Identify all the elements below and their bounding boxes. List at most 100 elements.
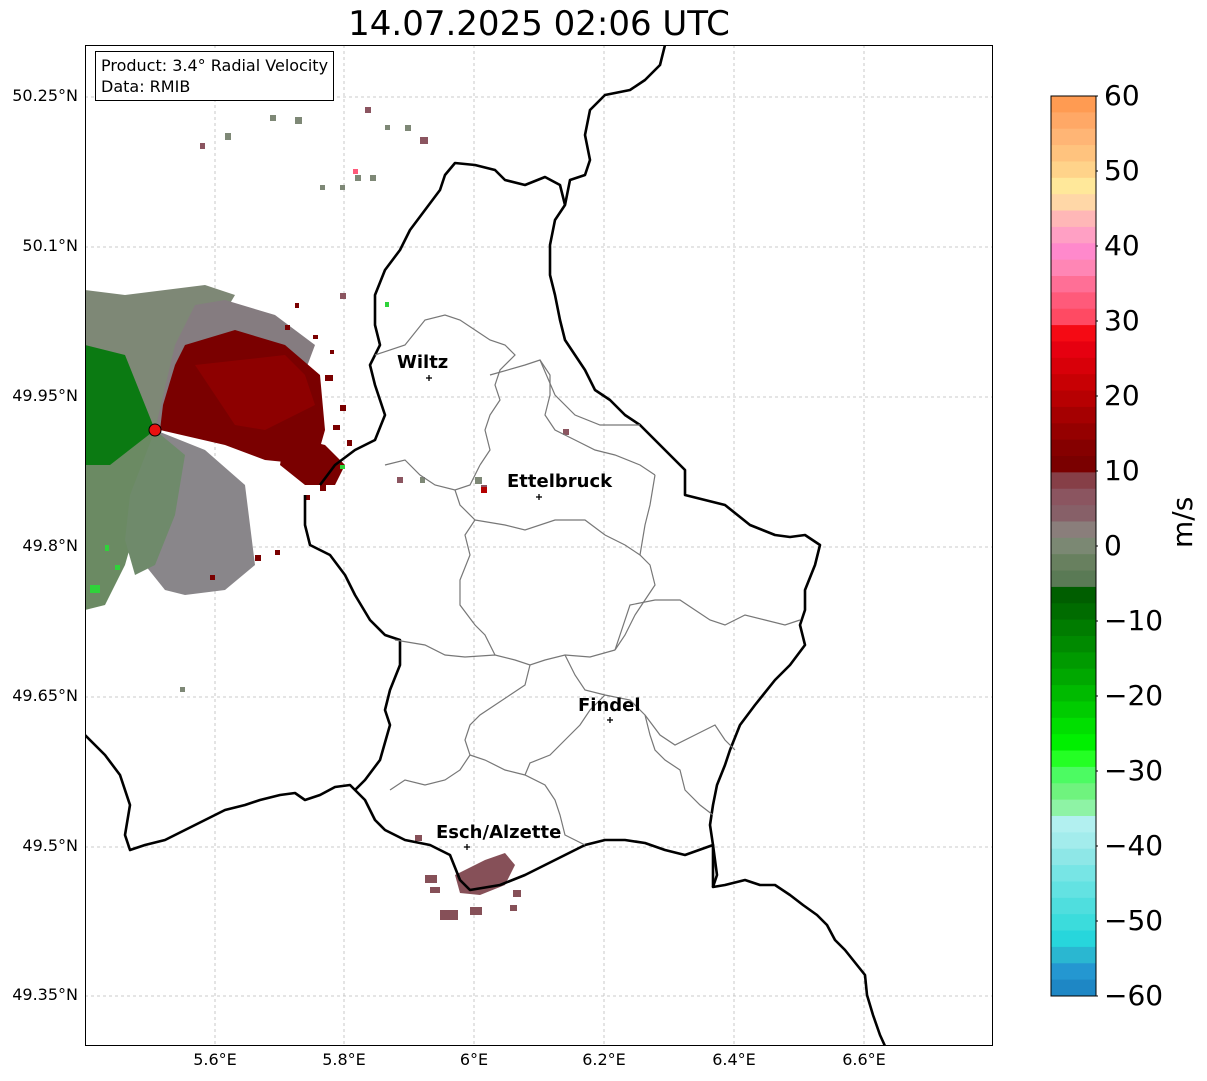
city-label-esch-alzette: Esch/Alzette [436,822,561,843]
map-canvas: Wiltz Ettelbruck Findel Esch/Alzette [85,45,993,1046]
colorbar-swatch [1051,406,1096,424]
colorbar-swatch [1051,914,1096,932]
colorbar-swatch [1051,799,1096,817]
lat-tick: 50.1°N [22,236,78,255]
colorbar-swatch [1051,276,1096,293]
colorbar-tick: −30 [1104,754,1164,787]
colorbar-swatch [1051,946,1096,964]
colorbar-tick: 20 [1104,379,1140,412]
colorbar-swatch [1051,308,1096,326]
colorbar-swatch [1051,963,1096,981]
colorbar-swatch [1051,341,1096,359]
colorbar-swatch [1051,881,1096,899]
colorbar-swatch [1051,897,1096,915]
colorbar-swatch [1051,766,1096,784]
colorbar-swatch [1051,112,1096,130]
colorbar-tick: −50 [1104,904,1164,937]
colorbar-swatch [1051,96,1096,113]
colorbar-swatch [1051,619,1096,637]
colorbar-swatch [1051,848,1096,866]
colorbar-tick: −20 [1104,679,1164,712]
colorbar-unit-label: m/s [1166,496,1199,548]
lat-tick: 49.35°N [12,985,78,1004]
colorbar-swatch [1051,554,1096,572]
colorbar-swatch [1051,521,1096,539]
colorbar-tick: 0 [1104,529,1122,562]
colorbar-swatch [1051,832,1096,850]
colorbar-swatch [1051,865,1096,882]
canton-borders [374,314,801,846]
lat-tick: 49.95°N [12,386,78,405]
colorbar-swatch [1051,325,1096,342]
colorbar-swatch [1051,816,1096,833]
colorbar-swatch [1051,652,1096,670]
lon-tick: 5.6°E [193,1050,237,1069]
colorbar-swatch [1051,390,1096,408]
colorbar-tick: 50 [1104,154,1140,187]
colorbar-tick: 30 [1104,304,1140,337]
colorbar-swatch [1051,292,1096,310]
colorbar-swatch [1051,979,1096,997]
colorbar-swatch [1051,603,1096,621]
map-border [85,45,993,1046]
colorbar-swatch [1051,243,1096,261]
colorbar-swatch [1051,374,1096,392]
data-source-text: Data: RMIB [101,77,191,96]
colorbar-swatch [1051,210,1096,228]
colorbar-swatch [1051,456,1096,473]
colorbar-swatch [1051,226,1096,244]
lat-tick: 49.8°N [22,536,78,555]
colorbar-tick: 60 [1104,79,1140,112]
city-label-wiltz: Wiltz [397,352,448,373]
colorbar-swatch [1051,145,1096,162]
colorbar-swatch [1051,488,1096,506]
colorbar-swatch [1051,930,1096,948]
colorbar-swatch [1051,177,1096,195]
colorbar-swatch [1051,128,1096,146]
colorbar-tick: −10 [1104,604,1164,637]
colorbar-swatch [1051,685,1096,702]
city-markers [426,375,613,850]
city-label-findel: Findel [578,695,641,716]
colorbar-tick: 10 [1104,454,1140,487]
colorbar-swatch [1051,668,1096,686]
colorbar-swatch [1051,636,1096,653]
lon-tick: 6.2°E [582,1050,626,1069]
map-title: 14.07.2025 02:06 UTC [348,4,730,44]
colorbar-swatch [1051,194,1096,212]
colorbar-tick: −60 [1104,979,1164,1012]
lon-tick: 5.8°E [322,1050,366,1069]
colorbar-swatch [1051,423,1096,441]
lat-tick: 49.65°N [12,686,78,705]
colorbar-swatch [1051,259,1096,277]
country-borders [85,45,887,1046]
colorbar-swatch [1051,570,1096,588]
colorbar-swatch [1051,357,1096,375]
colorbar-swatch [1051,734,1096,752]
lat-tick: 49.5°N [22,836,78,855]
colorbar-swatch [1051,717,1096,735]
colorbar-swatch [1051,472,1096,490]
colorbar-swatch [1051,783,1096,801]
colorbar [1050,95,1098,997]
product-text: Product: 3.4° Radial Velocity [101,56,329,75]
info-box: Product: 3.4° Radial Velocity Data: RMIB [95,51,335,101]
lon-tick: 6.4°E [712,1050,756,1069]
colorbar-swatch [1051,505,1096,522]
colorbar-swatch [1051,586,1096,604]
colorbar-swatch [1051,161,1096,179]
radar-echoes [85,107,569,920]
colorbar-tick: −40 [1104,829,1164,862]
colorbar-swatch [1051,750,1096,768]
colorbar-swatch [1051,439,1096,457]
city-labels: Wiltz Ettelbruck Findel Esch/Alzette [397,352,641,843]
colorbar-swatch [1051,701,1096,719]
radar-site-marker [148,423,162,437]
colorbar-swatch [1051,537,1096,555]
radar-map[interactable]: Wiltz Ettelbruck Findel Esch/Alzette [85,45,993,1046]
city-label-ettelbruck: Ettelbruck [507,471,613,492]
lat-tick: 50.25°N [12,86,78,105]
lon-tick: 6°E [459,1050,489,1069]
lon-tick: 6.6°E [842,1050,886,1069]
colorbar-tick: 40 [1104,229,1140,262]
